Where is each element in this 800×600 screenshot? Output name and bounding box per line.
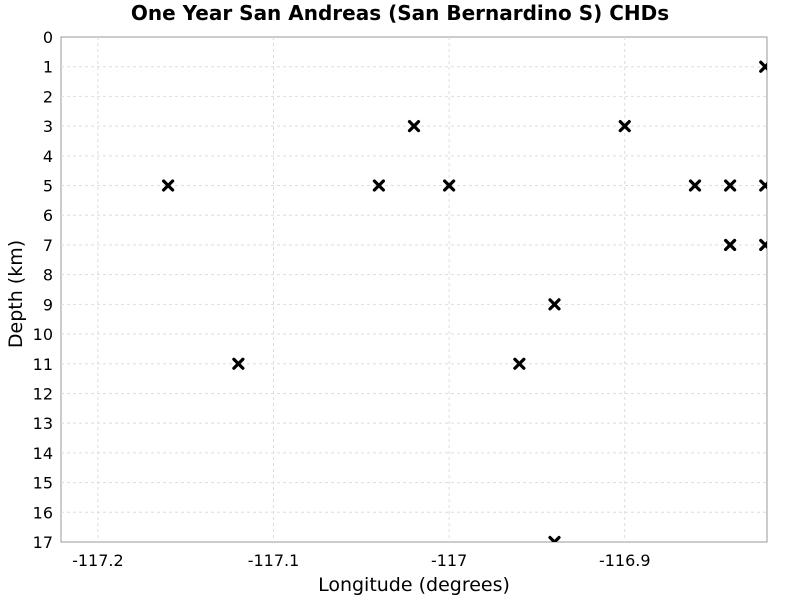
y-axis-title: Depth (km): [5, 240, 27, 348]
data-point: [759, 60, 767, 73]
data-point: [443, 179, 456, 192]
y-tick-label: 15: [33, 474, 53, 493]
data-point: [162, 179, 175, 192]
data-point: [759, 238, 767, 252]
data-point: [407, 120, 421, 133]
x-tick-label: -117.2: [72, 551, 124, 570]
data-point: [548, 298, 561, 311]
y-tick-label: 9: [43, 295, 53, 314]
y-tick-label: 2: [43, 87, 53, 106]
chart-title: One Year San Andreas (San Bernardino S) …: [130, 1, 670, 25]
tick-labels: -117.2 -117.1 -117 -116.9012345678910111213…: [33, 28, 651, 570]
y-tick-label: 13: [33, 414, 53, 433]
y-tick-label: 14: [33, 444, 53, 463]
y-tick-label: 11: [33, 355, 53, 374]
data-point: [618, 120, 631, 133]
data-point: [232, 357, 245, 370]
data-point: [548, 535, 561, 542]
y-tick-label: 0: [43, 28, 53, 47]
x-tick-label: -116.9: [599, 551, 651, 570]
y-tick-label: 8: [43, 266, 53, 285]
y-tick-label: 10: [33, 325, 53, 344]
data-point: [688, 179, 702, 192]
y-tick-label: 6: [43, 206, 53, 225]
y-tick-label: 5: [43, 177, 53, 196]
y-tick-label: 4: [43, 147, 53, 166]
data-point: [724, 238, 737, 252]
data-point: [513, 357, 526, 370]
y-tick-label: 7: [43, 236, 53, 255]
plot-area: [60, 36, 768, 543]
x-tick-label: -117.1: [248, 551, 300, 570]
x-axis-title: Longitude (degrees): [318, 574, 510, 596]
y-tick-label: 16: [33, 503, 53, 522]
data-points: [162, 60, 767, 542]
data-point: [372, 179, 385, 192]
y-tick-label: 12: [33, 384, 53, 403]
grid-lines: [61, 37, 767, 542]
y-tick-label: 1: [43, 58, 53, 77]
y-tick-label: 3: [43, 117, 53, 136]
data-point: [724, 179, 737, 192]
x-tick-label: -117: [431, 551, 467, 570]
data-point: [759, 179, 767, 192]
y-tick-label: 17: [33, 533, 53, 552]
